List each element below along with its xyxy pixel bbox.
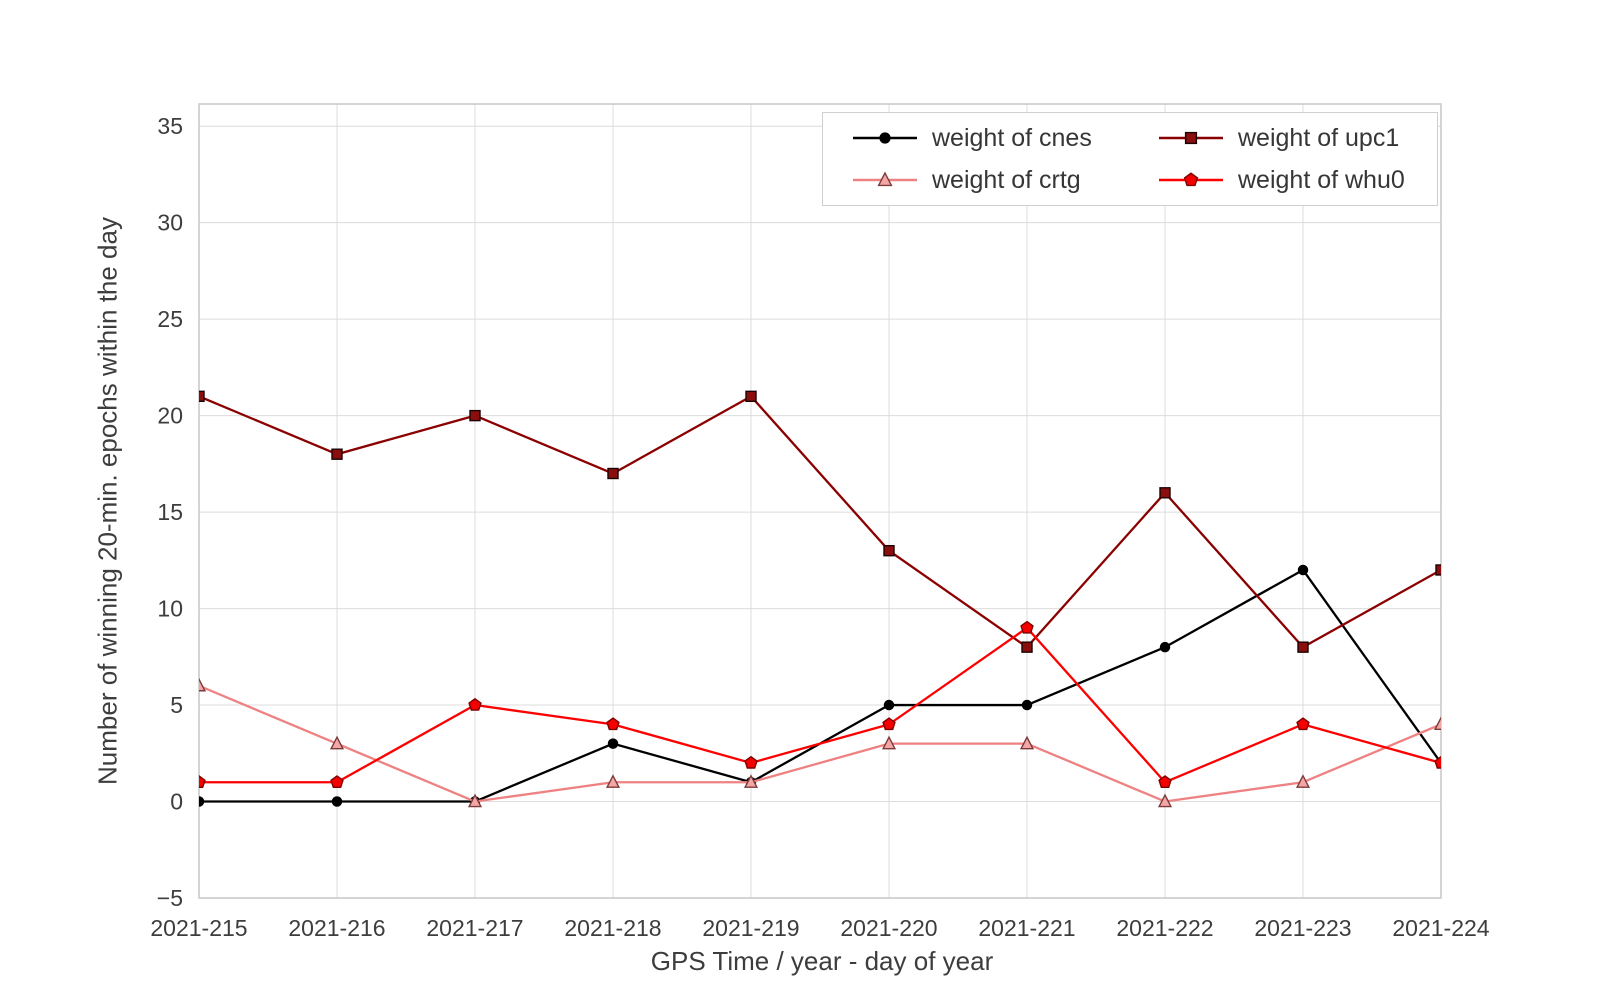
marker-triangle-icon [881, 735, 897, 750]
legend-label: weight of upc1 [1238, 123, 1400, 152]
y-tick-label: 5 [170, 692, 183, 718]
marker-pentagon-icon [1296, 717, 1310, 731]
series-cnes [199, 564, 1441, 807]
marker-square-icon [469, 409, 481, 422]
marker-pentagon-icon [1434, 755, 1441, 769]
marker-square-icon [1159, 487, 1171, 499]
marker-pentagon-icon [1020, 620, 1034, 634]
y-tick-label: 30 [157, 210, 183, 236]
legend-swatch-icon [853, 171, 917, 187]
legend-swatch-icon [853, 132, 917, 144]
x-tick-label: 2021-218 [564, 915, 661, 941]
marker-pentagon-icon [199, 775, 206, 788]
marker-triangle-icon [743, 774, 759, 788]
marker-pentagon-icon [882, 717, 896, 731]
legend-item-crtg: weight of crtg [853, 159, 1159, 201]
legend-swatch-icon [1159, 131, 1223, 145]
legend-item-whu0: weight of whu0 [1159, 159, 1437, 201]
marker-circle-icon [331, 796, 343, 807]
marker-pentagon-icon [1158, 775, 1172, 788]
marker-square-icon [1435, 564, 1441, 576]
x-tick-label: 2021-216 [288, 915, 385, 941]
y-tick-label: 35 [157, 113, 183, 139]
marker-circle-icon [1021, 699, 1033, 711]
marker-triangle-icon [1295, 774, 1311, 788]
marker-circle-icon [1297, 564, 1309, 576]
marker-square-icon [1184, 131, 1198, 145]
marker-circle-icon [879, 132, 891, 144]
marker-triangle-icon [1019, 735, 1035, 750]
series-line [199, 626, 1441, 784]
x-tick-label: 2021-220 [840, 915, 937, 941]
marker-triangle-icon [199, 677, 207, 692]
legend-swatch-icon [1159, 172, 1223, 187]
y-tick-label: −5 [157, 885, 183, 911]
legend-label: weight of whu0 [1238, 165, 1405, 194]
series-line [199, 395, 1441, 649]
marker-circle-icon [883, 699, 895, 711]
marker-square-icon [1021, 641, 1033, 653]
marker-pentagon-icon [330, 775, 344, 788]
y-tick-label: 0 [170, 789, 183, 815]
marker-triangle-icon [605, 774, 621, 788]
marker-triangle-icon [877, 171, 893, 187]
marker-square-icon [1297, 641, 1309, 653]
marker-circle-icon [199, 796, 205, 807]
series-whu0 [199, 620, 1441, 788]
x-tick-label: 2021-215 [150, 915, 247, 941]
y-tick-label: 20 [157, 403, 183, 429]
marker-triangle-icon [1433, 716, 1441, 731]
y-tick-label: 25 [157, 306, 183, 332]
x-tick-label: 2021-217 [426, 915, 523, 941]
marker-square-icon [607, 467, 619, 480]
marker-pentagon-icon [1183, 172, 1199, 187]
legend-item-upc1: weight of upc1 [1159, 117, 1437, 159]
series-crtg [199, 677, 1441, 808]
marker-pentagon-icon [606, 717, 620, 731]
tick-labels-group: −5 0 5 10 15 20 25 30 35 2021-215 2021-216 2021-217… [150, 113, 1489, 941]
legend-item-cnes: weight of cnes [853, 117, 1159, 159]
x-tick-label: 2021-222 [1116, 915, 1213, 941]
legend-label: weight of cnes [932, 123, 1092, 152]
grid-group [198, 104, 1442, 899]
y-tick-label: 10 [157, 596, 183, 622]
series-group [199, 390, 1441, 808]
x-tick-label: 2021-219 [702, 915, 799, 941]
marker-triangle-icon [467, 793, 483, 808]
legend: weight of cnes weight of crtg weight of up… [822, 112, 1438, 206]
marker-pentagon-icon [468, 697, 482, 711]
series-line [199, 568, 1441, 803]
y-tick-label: 15 [157, 499, 183, 525]
series-line [199, 684, 1441, 803]
x-tick-label: 2021-224 [1392, 915, 1489, 941]
marker-circle-icon [607, 738, 619, 749]
x-tick-label: 2021-223 [1254, 915, 1351, 941]
marker-square-icon [745, 390, 757, 403]
marker-circle-icon [1159, 641, 1171, 653]
marker-square-icon [883, 544, 895, 557]
x-axis-label: GPS Time / year - day of year [650, 946, 994, 976]
marker-triangle-icon [329, 735, 345, 750]
marker-triangle-icon [1157, 793, 1173, 808]
x-tick-label: 2021-221 [978, 915, 1075, 941]
plot-border [198, 103, 1442, 899]
series-upc1 [199, 390, 1441, 653]
y-axis-label: Number of winning 20-min. epochs within … [92, 217, 123, 785]
marker-square-icon [199, 390, 205, 403]
legend-label: weight of crtg [932, 165, 1081, 194]
marker-square-icon [331, 448, 343, 460]
marker-pentagon-icon [744, 755, 758, 769]
